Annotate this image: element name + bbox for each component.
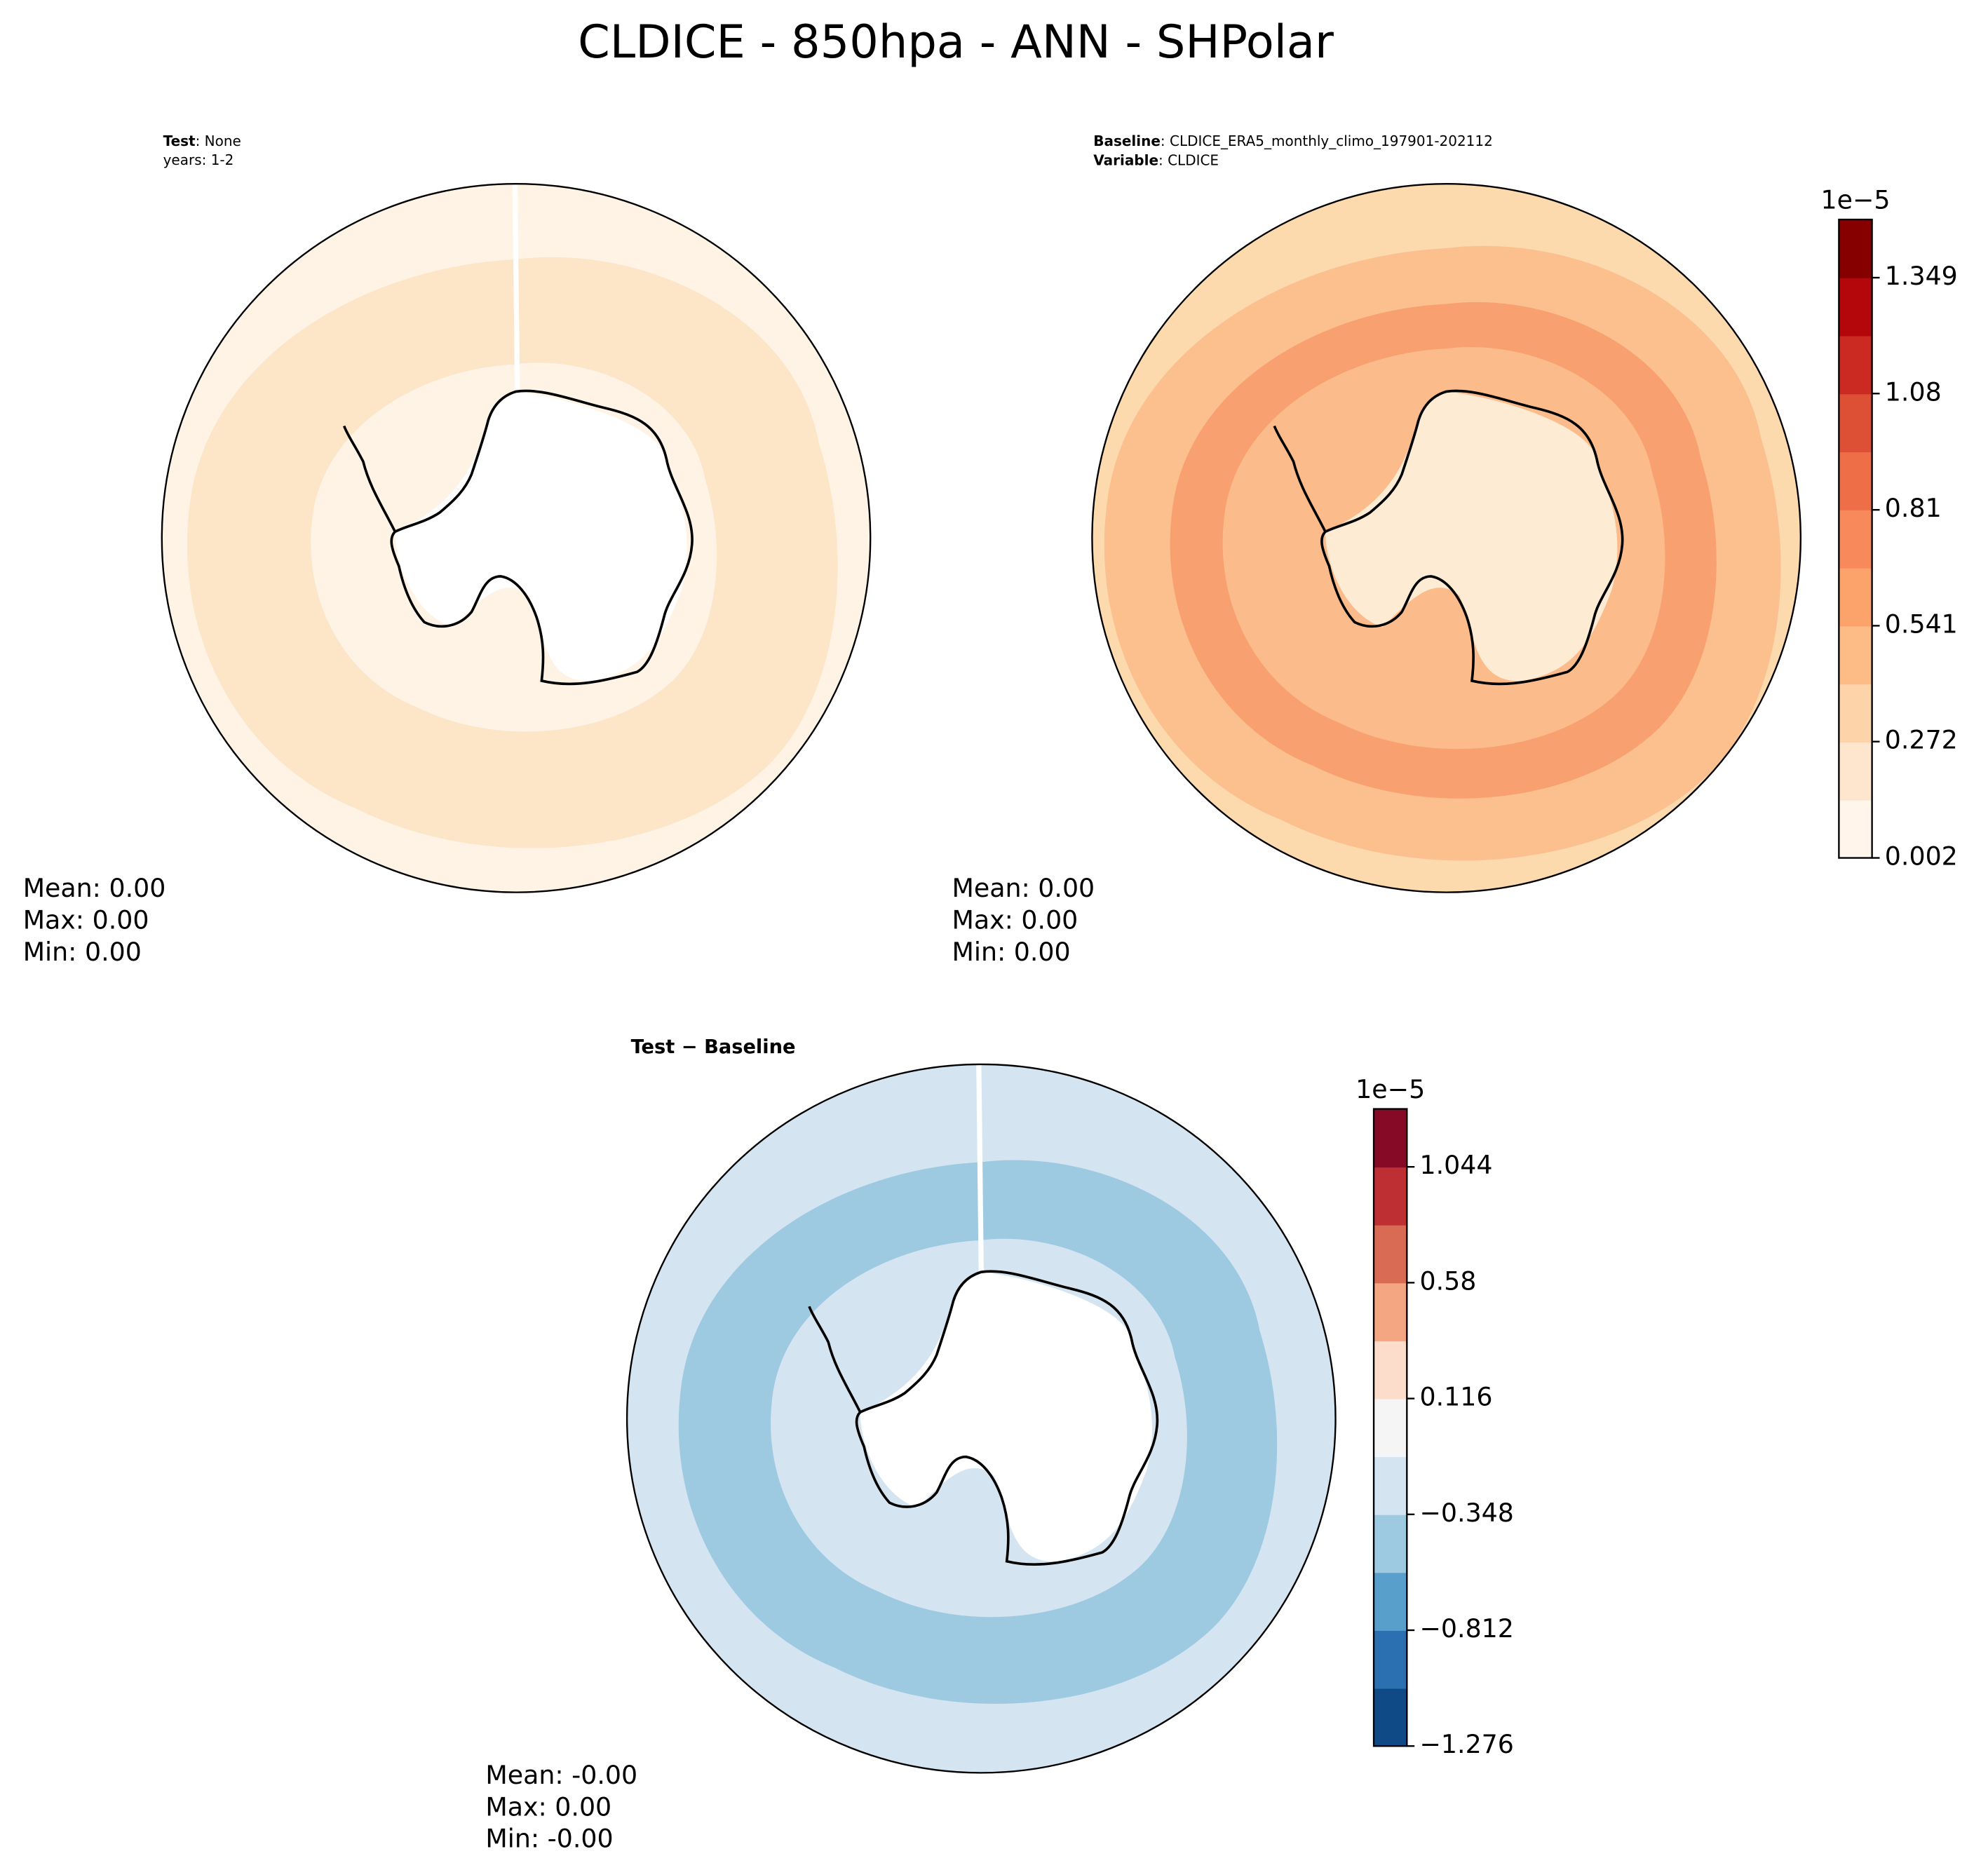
colorbar-band (1839, 567, 1872, 627)
colorbar-band (1374, 1340, 1407, 1400)
label-value: : CLDICE (1158, 151, 1219, 168)
label-key: Variable (1093, 151, 1158, 168)
colorbar-band (1839, 219, 1872, 278)
colorbar-band (1839, 625, 1872, 685)
stat-line: Mean: 0.00 (23, 873, 166, 903)
colorbar-band (1374, 1398, 1407, 1458)
map-difference (627, 1064, 1336, 1773)
panel-label: Test: None (163, 133, 241, 149)
label-key: Baseline (1093, 133, 1161, 149)
map-test (161, 184, 871, 893)
colorbar-band (1839, 277, 1872, 337)
colorbar-band (1839, 799, 1872, 859)
colorbar-offset: 1e−5 (1355, 1074, 1425, 1104)
colorbar-tick-label: 0.58 (1419, 1266, 1476, 1296)
colorbar-band (1374, 1456, 1407, 1515)
colorbar-band (1839, 393, 1872, 453)
colorbar-band (1839, 684, 1872, 743)
stat-line: Max: 0.00 (952, 904, 1078, 935)
colorbar-tick-label: 0.002 (1885, 841, 1958, 872)
stat-line: Min: 0.00 (23, 937, 142, 967)
label-value: : None (196, 133, 241, 149)
stat-line: Mean: 0.00 (952, 873, 1095, 903)
stat-line: Max: 0.00 (485, 1791, 611, 1822)
colorbar-tick-label: 0.272 (1885, 725, 1958, 755)
label-key: Test (163, 133, 196, 149)
stat-line: Mean: -0.00 (485, 1760, 637, 1790)
colorbar-tick-label: 0.541 (1885, 609, 1958, 639)
stat-line: Min: -0.00 (485, 1824, 613, 1854)
colorbar-tick-label: −0.812 (1419, 1613, 1513, 1644)
colorbar-band (1374, 1572, 1407, 1631)
colorbar-band (1374, 1224, 1407, 1284)
colorbar-band (1839, 335, 1872, 395)
stat-line: Min: 0.00 (952, 937, 1071, 967)
colorbar-band (1839, 452, 1872, 510)
colorbar-band (1374, 1109, 1407, 1168)
colorbar-band (1374, 1630, 1407, 1689)
colorbar-offset: 1e−5 (1820, 185, 1890, 215)
label-value: : CLDICE_ERA5_monthly_climo_197901-20211… (1161, 133, 1493, 149)
colorbar-tick-label: 1.08 (1885, 377, 1942, 407)
colorbar-tick-label: 0.116 (1419, 1382, 1492, 1412)
figure-title: CLDICE - 850hpa - ANN - SHPolar (578, 15, 1334, 69)
colorbar-tick-label: −0.348 (1419, 1498, 1513, 1528)
colorbar-band (1374, 1282, 1407, 1341)
panel-title: Test − Baseline (631, 1036, 796, 1058)
panel-label: Variable: CLDICE (1093, 151, 1219, 168)
colorbar-band (1374, 1514, 1407, 1573)
panel-label: Baseline: CLDICE_ERA5_monthly_climo_1979… (1093, 133, 1493, 149)
colorbar-tick-label: 0.81 (1885, 493, 1942, 523)
panel-subtext: years: 1-2 (163, 151, 234, 168)
colorbar-band (1839, 742, 1872, 801)
stat-line: Max: 0.00 (23, 904, 149, 935)
colorbar-tick-label: 1.044 (1419, 1150, 1492, 1180)
colorbar-tick-label: 1.349 (1885, 261, 1958, 291)
colorbar-band (1374, 1167, 1407, 1226)
colorbar-frame (1372, 1108, 1408, 1747)
colorbar-band (1839, 509, 1872, 569)
colorbar-tick-label: −1.276 (1419, 1729, 1513, 1759)
map-baseline (1092, 184, 1801, 893)
colorbar-frame (1838, 218, 1873, 859)
colorbar-band (1374, 1688, 1407, 1747)
